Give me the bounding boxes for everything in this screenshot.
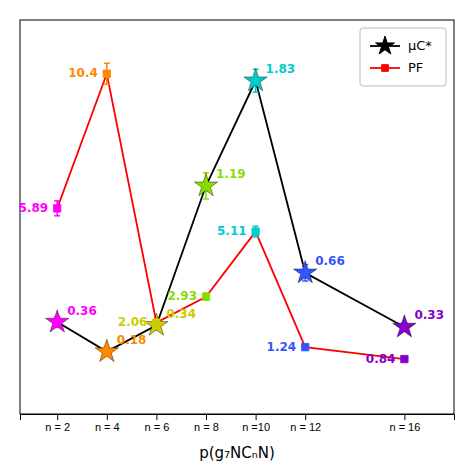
x-tick-mark — [206, 414, 207, 420]
point — [95, 339, 118, 361]
data-label: 1.83 — [266, 62, 296, 76]
point — [153, 319, 160, 326]
error-bar-part — [54, 215, 60, 217]
data-label: 2.06 — [118, 315, 148, 329]
x-tick-label: n = 16 — [389, 421, 420, 433]
plot: n = 2 n = 4 n = 6 n = 8 n =10 n = 12 n = 16 0.3… — [19, 20, 455, 433]
legend-symbol — [382, 65, 389, 72]
error-bar — [54, 201, 60, 216]
error-bar-part — [54, 200, 60, 202]
x-tick-label: n = 8 — [194, 421, 219, 433]
x-tick-mark — [404, 414, 405, 420]
data-label: 1.24 — [267, 340, 297, 354]
error-bar-part — [104, 83, 110, 85]
x-axis-line — [21, 415, 455, 421]
legend-label: PF — [408, 60, 423, 75]
point — [45, 310, 68, 332]
marks — [45, 63, 416, 363]
x-tick-mark — [107, 414, 108, 420]
x-tick-label: n =10 — [242, 421, 270, 433]
point — [145, 313, 168, 335]
x-axis-title: p(g₇NCₙN) — [199, 444, 275, 462]
data-label: 0.33 — [414, 308, 444, 322]
x-tick-mark — [156, 414, 157, 420]
data-label: 5.89 — [19, 201, 49, 215]
legend-item: μC* — [370, 36, 432, 54]
point — [202, 293, 209, 300]
error-bar-part — [302, 280, 308, 282]
x-tick: n = 2 — [45, 414, 70, 433]
data-label: 0.36 — [67, 304, 97, 318]
data-label: 1.19 — [216, 167, 246, 181]
point — [401, 355, 408, 362]
legend-box — [360, 28, 446, 86]
point — [103, 70, 110, 77]
error-bar — [253, 226, 259, 237]
legend-symbol — [376, 36, 395, 54]
x-tick: n =10 — [242, 414, 270, 433]
series-line — [57, 74, 404, 359]
error-bar — [153, 319, 159, 326]
data-labels: 0.36 0.18 0.34 1.19 1.83 0.66 0.33 5.89 10.4 2.06… — [19, 62, 444, 365]
x-tick: n = 8 — [194, 414, 219, 433]
data-label: 0.34 — [166, 307, 196, 321]
x-tick-label: n = 2 — [45, 421, 70, 433]
x-tick-label: n = 4 — [95, 421, 120, 433]
data-label: 2.93 — [167, 289, 197, 303]
x-tick: n = 6 — [145, 414, 170, 433]
error-bar — [203, 293, 209, 300]
x-tick-mark — [256, 414, 257, 420]
point — [293, 261, 316, 283]
error-bar-part — [203, 198, 209, 200]
legend-item: PF — [370, 60, 423, 75]
error-bar — [104, 63, 110, 84]
x-tick: n = 12 — [290, 414, 321, 433]
chart: n = 2 n = 4 n = 6 n = 8 n =10 n = 12 n = 16 0.3… — [0, 0, 474, 474]
legend: μC* PF — [360, 28, 446, 86]
x-tick-mark — [305, 414, 306, 420]
point — [244, 68, 267, 90]
x-tick-label: n = 12 — [290, 421, 321, 433]
data-label: 5.11 — [217, 224, 247, 238]
x-tick: n = 16 — [389, 414, 420, 433]
error-bar-part — [253, 91, 259, 93]
point — [393, 315, 416, 337]
x-tick-mark — [57, 414, 58, 420]
data-label: 0.18 — [117, 333, 147, 347]
data-label: 0.84 — [366, 352, 396, 366]
data-label: 0.66 — [315, 254, 345, 268]
error-bar-part — [104, 63, 110, 65]
x-tick: n = 4 — [95, 414, 120, 433]
data-label: 10.4 — [68, 66, 98, 80]
point — [194, 174, 217, 196]
x-tick-label: n = 6 — [145, 421, 170, 433]
x-axis: n = 2 n = 4 n = 6 n = 8 n =10 n = 12 n = 16 — [21, 414, 455, 433]
point — [252, 228, 259, 235]
series-line — [57, 81, 404, 352]
point — [53, 205, 60, 212]
point — [301, 343, 308, 350]
plot-frame — [20, 20, 454, 414]
error-bar-part — [253, 226, 259, 228]
error-bar-part — [253, 236, 259, 238]
legend-label: μC* — [408, 38, 432, 53]
